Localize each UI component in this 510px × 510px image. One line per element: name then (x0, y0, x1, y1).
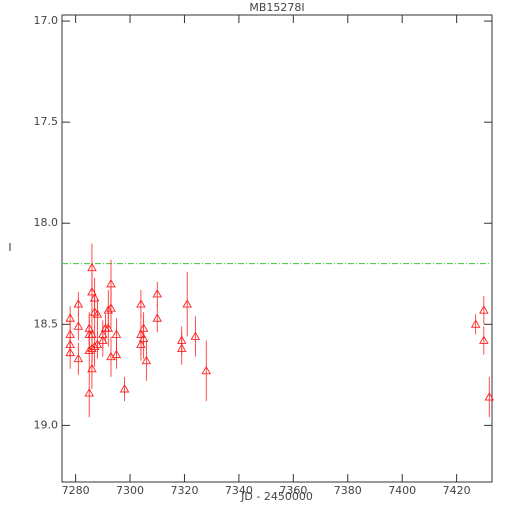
x-tick-label: 7340 (225, 484, 253, 497)
y-tick-label: 18.0 (34, 216, 59, 229)
point (84, 388, 94, 397)
point (182, 299, 192, 308)
point (84, 345, 94, 355)
point (92, 339, 103, 348)
point (106, 278, 116, 288)
plot-frame (61, 14, 493, 483)
point (190, 331, 201, 340)
chart-title: MB15278I (249, 1, 304, 14)
x-tick-label: 7400 (388, 484, 416, 497)
point (87, 287, 97, 296)
point (73, 321, 84, 330)
point (479, 305, 489, 314)
y-tick-label: 17.0 (34, 14, 59, 27)
point (484, 392, 495, 401)
point (87, 262, 97, 272)
point (176, 343, 187, 353)
y-tick-label: 18.5 (34, 317, 59, 330)
point (152, 313, 163, 322)
y-tick-label: 17.5 (34, 115, 59, 128)
y-axis-label: I (8, 241, 11, 254)
point (87, 363, 97, 373)
point (103, 323, 114, 332)
y-tick-label: 19.0 (34, 418, 59, 431)
point (98, 335, 108, 344)
point (119, 384, 130, 393)
point (111, 329, 122, 338)
x-tick-label: 7420 (443, 484, 471, 497)
point (138, 333, 149, 342)
point (73, 299, 84, 308)
point (201, 365, 212, 375)
point (152, 289, 163, 298)
x-axis-label: JD - 2450000 (240, 490, 313, 503)
point (111, 349, 122, 359)
point (65, 347, 75, 357)
point (470, 319, 481, 328)
point (87, 329, 97, 338)
x-tick-label: 7380 (334, 484, 362, 497)
point (106, 303, 116, 312)
point (479, 335, 489, 344)
point (136, 329, 146, 338)
point (89, 341, 100, 350)
x-tick-label: 7320 (170, 484, 198, 497)
point (73, 353, 84, 363)
point (92, 309, 103, 318)
x-tick-label: 7300 (116, 484, 144, 497)
point (141, 355, 152, 365)
x-tick-label: 7360 (279, 484, 307, 497)
point (136, 299, 146, 308)
x-tick-label: 7280 (62, 484, 90, 497)
